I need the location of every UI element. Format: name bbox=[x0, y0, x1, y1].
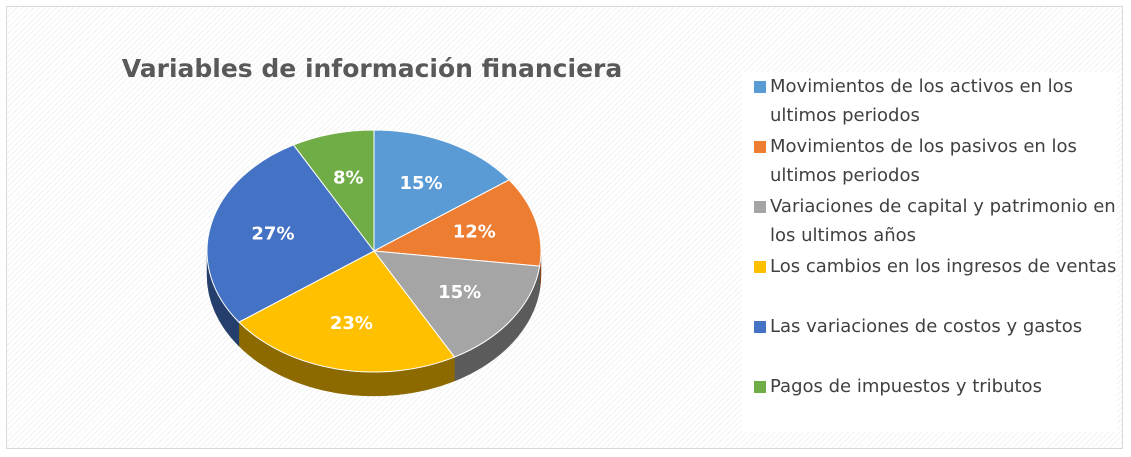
legend-item: Los cambios en los ingresos de ventas bbox=[754, 252, 1125, 281]
legend-swatch bbox=[754, 81, 766, 93]
pie-slice bbox=[292, 129, 375, 253]
data-label: 12% bbox=[453, 221, 496, 242]
legend-label: Movimientos de los activos en los ultimo… bbox=[770, 76, 1074, 126]
legend: Movimientos de los activos en los ultimo… bbox=[742, 72, 1117, 432]
pie-slice bbox=[372, 179, 542, 267]
legend-item: Pagos de impuestos y tributos bbox=[754, 372, 1125, 401]
legend-label: Las variaciones de costos y gastos bbox=[770, 316, 1083, 337]
pie-slice bbox=[206, 144, 375, 323]
legend-swatch bbox=[754, 141, 766, 153]
legend-swatch bbox=[754, 321, 766, 333]
data-label: 15% bbox=[438, 282, 481, 303]
legend-item: Movimientos de los pasivos en los ultimo… bbox=[754, 132, 1125, 190]
legend-item: Las variaciones de costos y gastos bbox=[754, 312, 1125, 341]
data-label: 15% bbox=[399, 173, 442, 194]
pie-slice bbox=[238, 250, 456, 373]
legend-label: Los cambios en los ingresos de ventas bbox=[770, 256, 1117, 277]
legend-swatch bbox=[754, 381, 766, 393]
chart: Variables de información financiera 15% 1… bbox=[122, 54, 622, 397]
data-label: 23% bbox=[330, 313, 373, 334]
pie-slice bbox=[372, 250, 541, 358]
legend-swatch bbox=[754, 201, 766, 213]
chart-title: Variables de información financiera bbox=[122, 54, 622, 83]
legend-item: Variaciones de capital y patrimonio en l… bbox=[754, 192, 1125, 250]
legend-label: Pagos de impuestos y tributos bbox=[770, 376, 1042, 397]
legend-label: Movimientos de los pasivos en los ultimo… bbox=[770, 136, 1077, 186]
pie-slice bbox=[373, 129, 510, 252]
data-label: 8% bbox=[333, 167, 364, 188]
legend-item: Movimientos de los activos en los ultimo… bbox=[754, 72, 1125, 130]
legend-swatch bbox=[754, 261, 766, 273]
data-label: 27% bbox=[251, 224, 294, 245]
legend-label: Variaciones de capital y patrimonio en l… bbox=[770, 196, 1116, 246]
